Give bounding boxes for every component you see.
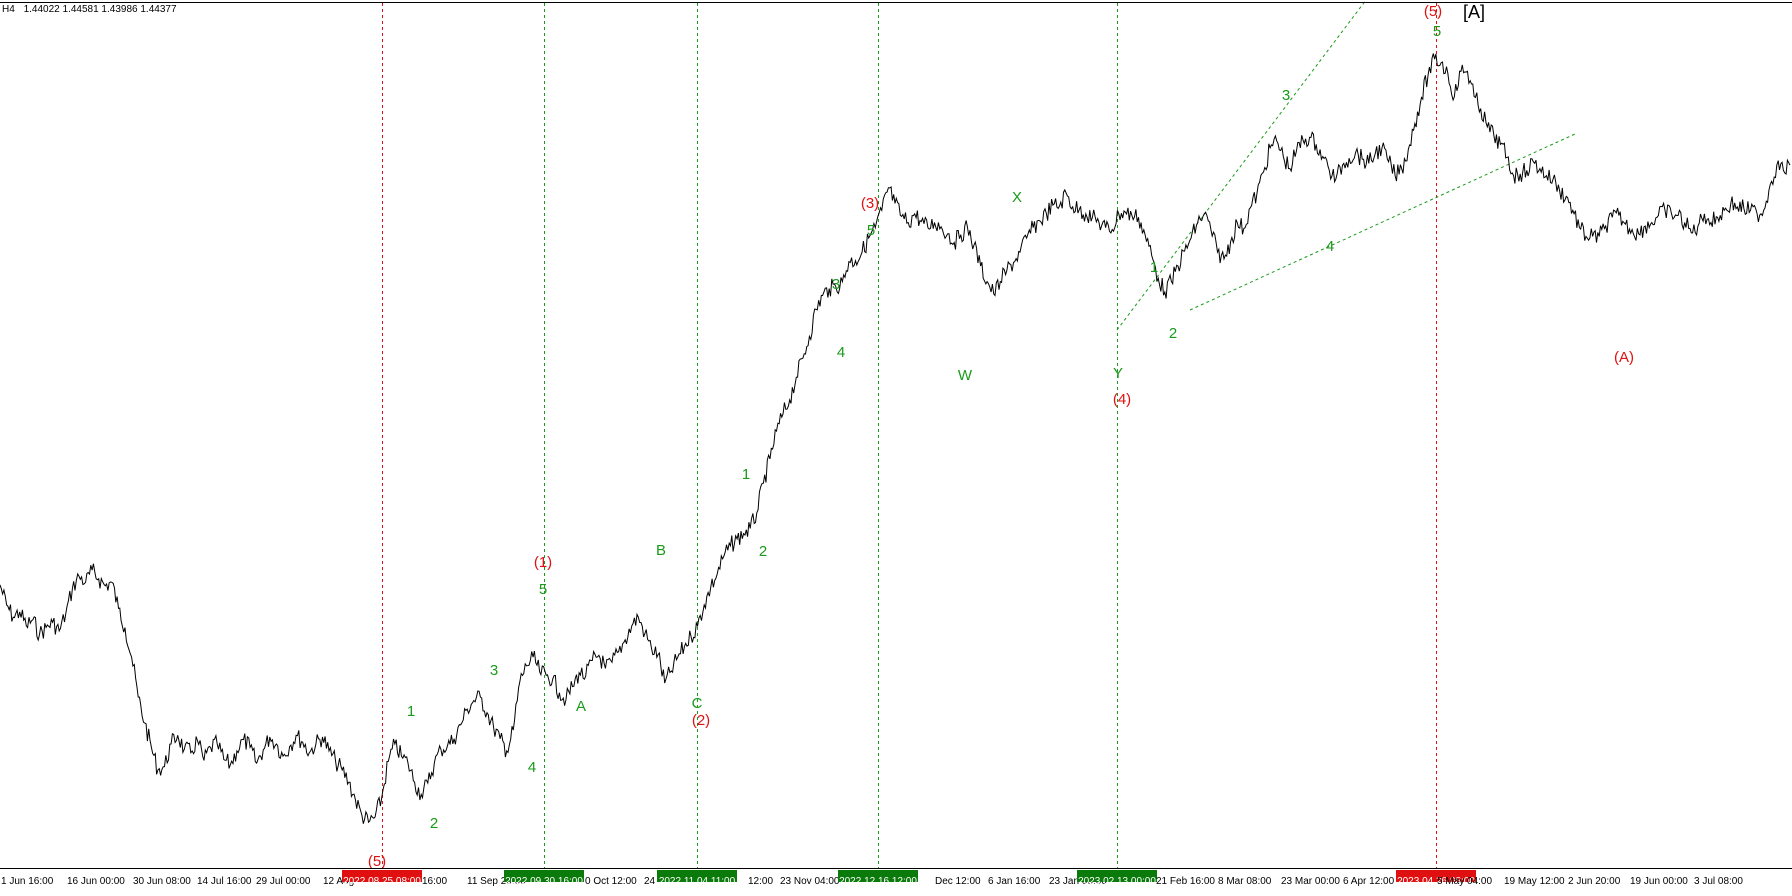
x-tick-label: 12:00 [748,876,773,887]
wave-label: (1) [534,554,552,571]
wave-label: 2 [759,543,767,560]
wave-label: 3 [832,276,840,293]
x-tick-label: 21 Feb 16:00 [1156,876,1215,887]
wave-label: 5 [867,222,875,239]
wave-label: (5) [1424,3,1442,20]
x-tick-label: 5 May 04:00 [1437,876,1492,887]
wave-label: X [1012,189,1022,206]
timeframe-label: H4 [2,4,15,15]
wave-label: 2 [430,815,438,832]
marker-date-tag [1077,870,1157,882]
wave-label: Y [1113,365,1123,382]
marker-date-label: 2022.08.25 08:00 [343,876,421,887]
vertical-marker-lines [382,3,1437,868]
x-tick-label: 23 Nov 04:00 [780,876,840,887]
x-tick-label: 30 Jun 08:00 [133,876,191,887]
wave-label: (5) [368,853,386,870]
upper-wedge-line [1116,0,1367,331]
x-tick-label: 16 Jun 00:00 [67,876,125,887]
x-tick-label: 1 Jun 16:00 [1,876,54,887]
wave-label: C [692,695,703,712]
wave-label: 2 [1169,325,1177,342]
marker-date-tag [838,870,918,882]
wave-label: 3 [490,662,498,679]
wave-label: 4 [528,759,536,776]
wave-label: 3 [1282,87,1290,104]
wave-label: 4 [1326,238,1334,255]
x-tick-label: 29 Jul 00:00 [256,876,311,887]
ohlc-values: 1.44022 1.44581 1.43986 1.44377 [23,4,177,15]
wave-label: 1 [407,703,415,720]
x-tick-label: 3 Jul 08:00 [1694,876,1743,887]
marker-date-tag [504,870,584,882]
wave-label: W [958,367,973,384]
price-line [0,53,1791,824]
x-tick-label: 23 Mar 00:00 [1281,876,1340,887]
wave-label: B [656,542,666,559]
ohlc-readout: H4 1.44022 1.44581 1.43986 1.44377 [2,4,177,15]
wave-label: 1 [742,466,750,483]
wave-label: 1 [1150,259,1158,276]
x-tick-label: 0 Oct 12:00 [585,876,637,887]
price-series [0,53,1791,824]
x-tick-label: 16:00 [422,876,447,887]
marker-date-label: 2022.11.04 11:00 [659,876,736,887]
x-tick-label: 12 Aug [323,876,354,887]
marker-date-label: 2023.04.26 08:00 [1397,876,1475,887]
wave-label: [A] [1463,2,1485,22]
wave-label: (3) [861,195,879,212]
wedge-trendlines [1116,0,1576,331]
x-tick-label: 2 Jun 20:00 [1568,876,1621,887]
x-tick-label: 6 Jan 16:00 [988,876,1041,887]
wave-labels: (5) 1 2 3 4 (1) 5 A B C(2) 1 2 3 4 (3) 5 W X Y (4) 1 2 3 4 (5) [A… [368,2,1634,870]
marker-date-label: 2023.02.13 00:00 [1078,876,1156,887]
marker-date-tag [1396,870,1476,882]
marker-date-label: 2022.12.16 12:00 [839,876,917,887]
marker-date-tag [657,870,737,882]
wave-label: (2) [692,712,710,729]
wave-label: 5 [1433,23,1441,40]
x-tick-label: 19 Jun 00:00 [1630,876,1688,887]
x-tick-label: 6 Apr 12:00 [1343,876,1395,887]
x-tick-label: 14 Jul 16:00 [197,876,252,887]
x-tick-label: Dec 12:00 [935,876,981,887]
wave-label: (4) [1113,391,1131,408]
marker-date-tag [342,870,422,882]
wave-label: (A) [1614,349,1634,366]
x-tick-label: 19 May 12:00 [1504,876,1565,887]
marker-date-label: 2022.09.30 16:00 [505,876,583,887]
wave-label: 5 [539,581,547,598]
wave-label: A [576,698,586,715]
lower-wedge-line [1189,133,1576,311]
x-tick-label: 24 [644,876,656,887]
x-tick-label: 8 Mar 08:00 [1218,876,1272,887]
wave-label: 4 [837,344,845,361]
x-tick-label: 11 Sep 20:00 [467,876,526,887]
